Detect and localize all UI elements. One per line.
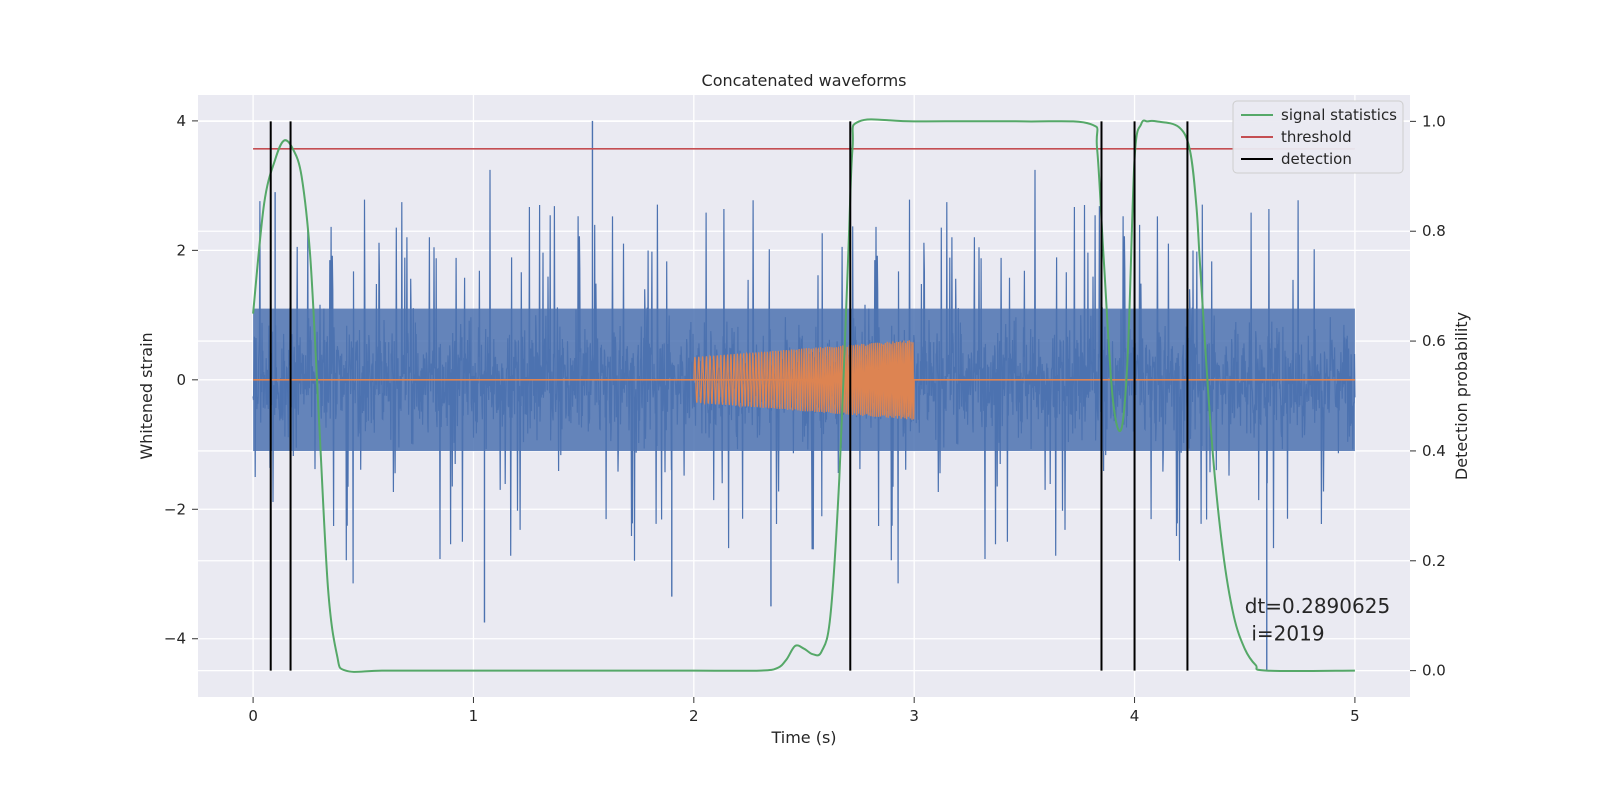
legend-label: threshold: [1281, 128, 1352, 146]
x-tick-label: 5: [1350, 707, 1360, 725]
y2-tick-label: 1.0: [1422, 112, 1446, 130]
template-series: [253, 340, 1355, 420]
y2-tick-label: 0.0: [1422, 662, 1446, 680]
x-tick-label: 2: [689, 707, 699, 725]
chart-title: Concatenated waveforms: [702, 71, 907, 90]
y-tick-label: 4: [176, 112, 186, 130]
annotations: dt=0.2890625 i=2019: [1245, 594, 1390, 646]
y2-tick-label: 0.4: [1422, 442, 1446, 460]
legend-label: detection: [1281, 150, 1352, 168]
axis-ticks: 0 1 2 3 4 5 −4 −2 0 2 4 0.0 0.2 0.4 0.6 0.8 1.0: [164, 112, 1446, 725]
annotation-text: i=2019: [1251, 622, 1324, 646]
x-tick-label: 1: [469, 707, 479, 725]
annotation-text: dt=0.2890625: [1245, 594, 1390, 618]
template-chirp: [693, 340, 915, 420]
y-tick-label: 2: [176, 241, 186, 259]
y2-tick-label: 0.6: [1422, 332, 1446, 350]
y2-axis-label: Detection probability: [1452, 312, 1471, 480]
x-tick-label: 0: [248, 707, 258, 725]
y-tick-label: 0: [176, 371, 186, 389]
y2-tick-label: 0.8: [1422, 222, 1446, 240]
x-tick-label: 3: [909, 707, 919, 725]
x-tick-label: 4: [1130, 707, 1140, 725]
legend: signal statistics threshold detection: [1232, 100, 1404, 174]
y-tick-label: −2: [164, 500, 186, 518]
legend-label: signal statistics: [1281, 106, 1397, 124]
legend-box: [1232, 100, 1404, 174]
y-axis-label: Whitened strain: [137, 332, 156, 459]
detection-series: [269, 121, 1189, 671]
y-tick-label: −4: [164, 630, 186, 648]
x-axis-label: Time (s): [770, 728, 836, 747]
y2-tick-label: 0.2: [1422, 552, 1446, 570]
